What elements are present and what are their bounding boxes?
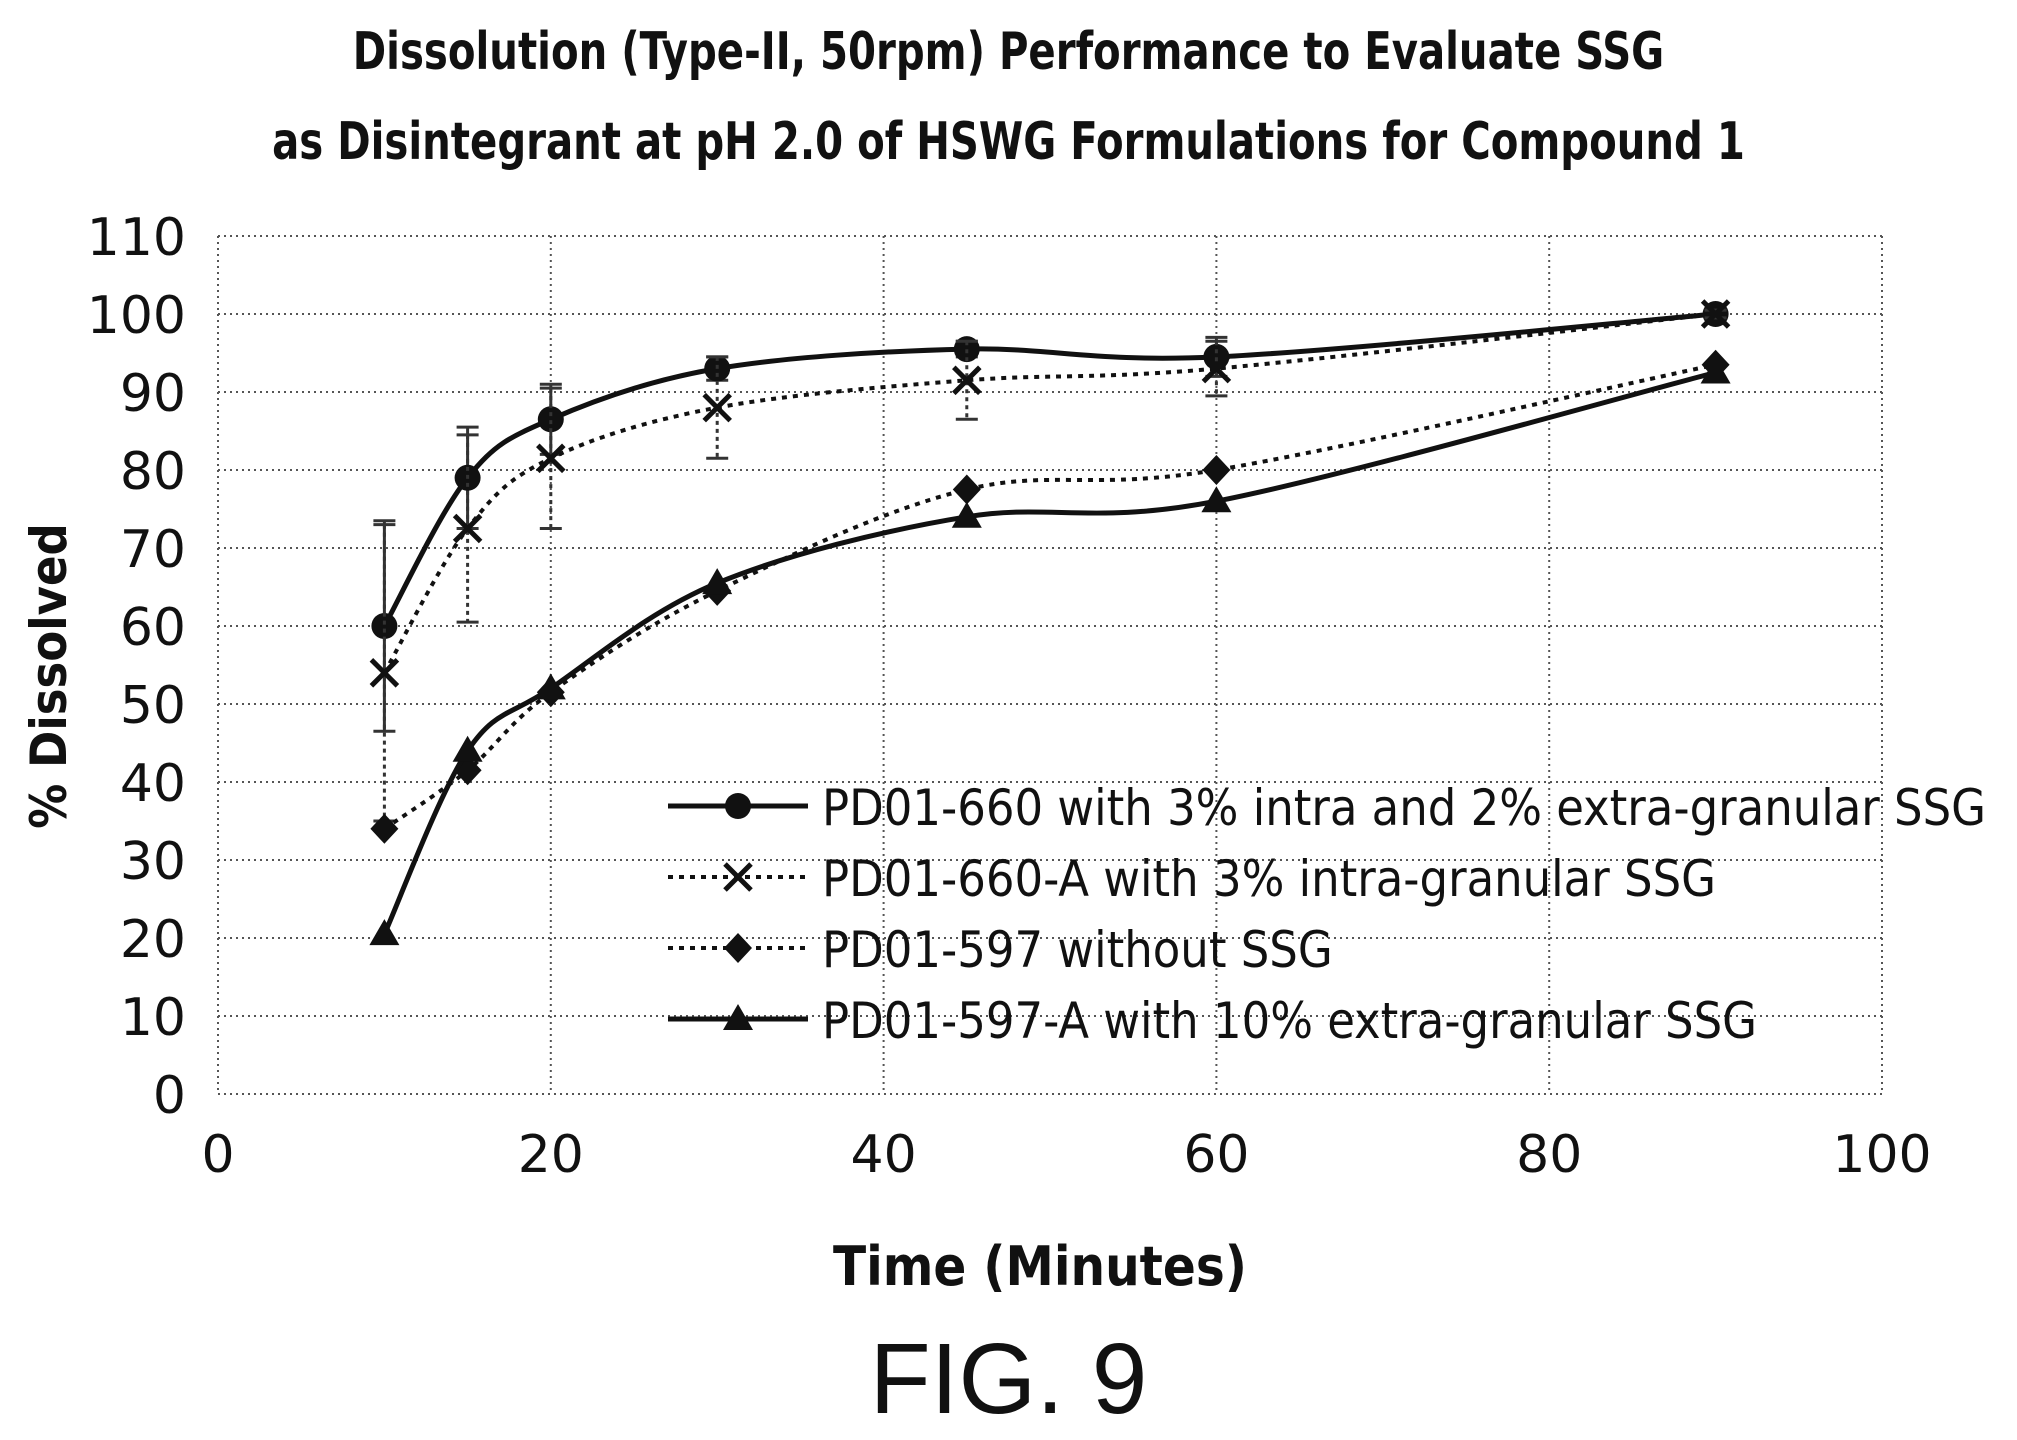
error-bar [539, 386, 562, 530]
chart-subtitle: as Disintegrant at pH 2.0 of HSWG Formul… [272, 112, 1745, 172]
series-1 [371, 301, 1729, 733]
data-point [535, 673, 566, 700]
data-point [951, 501, 982, 528]
data-point [1700, 357, 1731, 384]
y-tick-label: 30 [120, 832, 186, 892]
y-tick-label: 20 [120, 910, 186, 970]
data-point [452, 513, 483, 544]
legend-label: PD01-597-A with 10% extra-granular SSG [822, 992, 1757, 1050]
y-tick-label: 10 [120, 988, 186, 1048]
data-point [952, 365, 982, 396]
data-series [369, 299, 1731, 946]
y-tick-label: 60 [120, 598, 186, 658]
data-point [1700, 299, 1731, 329]
legend-item: PD01-660 with 3% intra and 2% extra-gran… [668, 779, 1986, 837]
y-tick-label: 70 [120, 520, 186, 580]
data-point [369, 919, 400, 946]
data-point [952, 474, 981, 505]
x-tick-label: 40 [851, 1125, 917, 1185]
legend-label: PD01-660-A with 3% intra-granular SSG [822, 850, 1716, 908]
data-point [371, 613, 398, 639]
y-tick-label: 40 [120, 754, 186, 814]
data-point [724, 933, 752, 963]
data-point [702, 392, 732, 423]
series-line [383, 362, 1717, 831]
y-tick-label: 90 [120, 364, 186, 424]
error-bar [955, 339, 978, 421]
series-line [382, 312, 1716, 674]
y-tick-label: 110 [87, 208, 186, 268]
data-point [723, 1004, 753, 1030]
y-tick-label: 80 [120, 442, 186, 502]
y-axis-label: % Dissolved [20, 523, 78, 828]
x-tick-label: 100 [1832, 1125, 1931, 1185]
x-marker-stroke [536, 443, 566, 474]
x-tick-label: 0 [201, 1125, 234, 1185]
data-point [723, 862, 753, 892]
chart-plot: 0 10 20 30 40 50 60 70 80 90 100 110 0 20 40 60 80 100 PD… [20, 208, 1986, 1298]
x-tick-label: 20 [518, 1125, 584, 1185]
y-tick-label: 100 [87, 286, 186, 346]
data-point [1201, 486, 1232, 513]
data-point [1202, 455, 1231, 485]
x-axis-label: Time (Minutes) [833, 1235, 1247, 1298]
legend-item: PD01-660-A with 3% intra-granular SSG [668, 850, 1716, 908]
x-marker-stroke [723, 862, 753, 892]
figure-label: FIG. 9 [869, 1323, 1148, 1435]
data-point [536, 443, 566, 474]
y-tick-label: 50 [120, 676, 186, 736]
x-marker-stroke [369, 658, 400, 688]
data-point [702, 568, 733, 595]
x-marker-stroke [1201, 353, 1232, 384]
data-point [1201, 353, 1232, 384]
x-tick-label: 80 [1516, 1125, 1582, 1185]
y-tick-label: 0 [153, 1066, 186, 1126]
x-marker-stroke [452, 513, 483, 544]
axes: 0 10 20 30 40 50 60 70 80 90 100 110 0 20 40 60 80 100 [87, 208, 1932, 1185]
legend: PD01-660 with 3% intra and 2% extra-gran… [668, 779, 1986, 1050]
x-marker-stroke [952, 365, 982, 396]
x-marker-stroke [1700, 299, 1731, 329]
data-point [370, 813, 399, 844]
error-bar [456, 433, 479, 624]
legend-item: PD01-597 without SSG [668, 921, 1333, 979]
grid-lines [217, 235, 1883, 1095]
data-point [537, 406, 564, 433]
x-marker-stroke [702, 392, 732, 423]
series-2 [369, 299, 1731, 823]
legend-label: PD01-660 with 3% intra and 2% extra-gran… [822, 779, 1986, 837]
legend-label: PD01-597 without SSG [822, 921, 1333, 979]
x-tick-label: 60 [1183, 1125, 1249, 1185]
data-point [369, 658, 400, 688]
chart-title: Dissolution (Type-II, 50rpm) Performance… [352, 22, 1665, 82]
data-point [452, 735, 483, 762]
series-4 [369, 357, 1731, 946]
data-point [725, 793, 751, 819]
legend-item: PD01-597-A with 10% extra-granular SSG [668, 992, 1757, 1050]
